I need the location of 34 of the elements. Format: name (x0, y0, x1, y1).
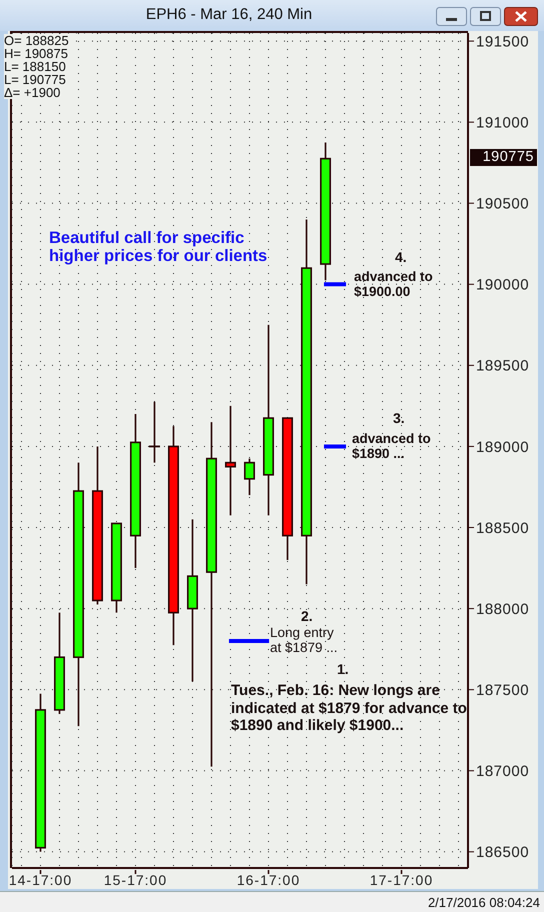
y-tick-label: 191500 (476, 33, 530, 50)
y-tick-label: 187500 (476, 682, 530, 699)
annotation: H= 190875 (4, 46, 68, 61)
y-tick-label: 191000 (476, 114, 530, 132)
x-tick-label: 15-17:00 (104, 872, 168, 888)
candlestick (244, 458, 255, 496)
annotation: 1. (337, 661, 349, 677)
text: 2/17/2016 08:04:24 (428, 895, 540, 910)
annotation: Δ= +1900 (4, 85, 60, 100)
annotation: O= 188825 (4, 33, 69, 48)
y-tick-label: 189000 (476, 438, 530, 456)
x-tick-label: 16-17:00 (236, 872, 300, 888)
annotation: 4. (395, 249, 407, 265)
ref-line-label: advanced to $1890 ... (352, 431, 432, 462)
annotation: 2. (301, 608, 313, 624)
y-tick-label: 188500 (476, 520, 530, 537)
x-tick-label: 17-17:00 (370, 872, 434, 888)
x-tick-label: 14-17:00 (8, 872, 72, 888)
y-tick-label: 189500 (476, 358, 530, 375)
y-tick-label: 190000 (476, 276, 530, 294)
y-tick-label: 186500 (476, 844, 530, 862)
annotation: Tues., Feb. 16: New longs are indicated at $1879 for advance to $1890 and likely $1900... (231, 682, 467, 734)
annotation: L= 188150 (4, 59, 66, 74)
annotation: Beautiful call for specific higher prices for our clients (49, 229, 268, 265)
ref-line-label: advanced to $1900.00 (354, 269, 434, 300)
annotation: 3. (393, 410, 405, 426)
y-tick-label: 190500 (476, 196, 530, 213)
ref-line-label: Long entry at $1879 ... (270, 625, 339, 655)
candlestick (225, 405, 236, 516)
y-tick-label: 188000 (476, 600, 530, 618)
y-tick-label: 187000 (476, 763, 530, 780)
annotation: L= 190775 (4, 72, 66, 87)
chart-title: EPH6 - Mar 16, 240 Min (144, 6, 314, 24)
text: 190775 (470, 149, 537, 166)
